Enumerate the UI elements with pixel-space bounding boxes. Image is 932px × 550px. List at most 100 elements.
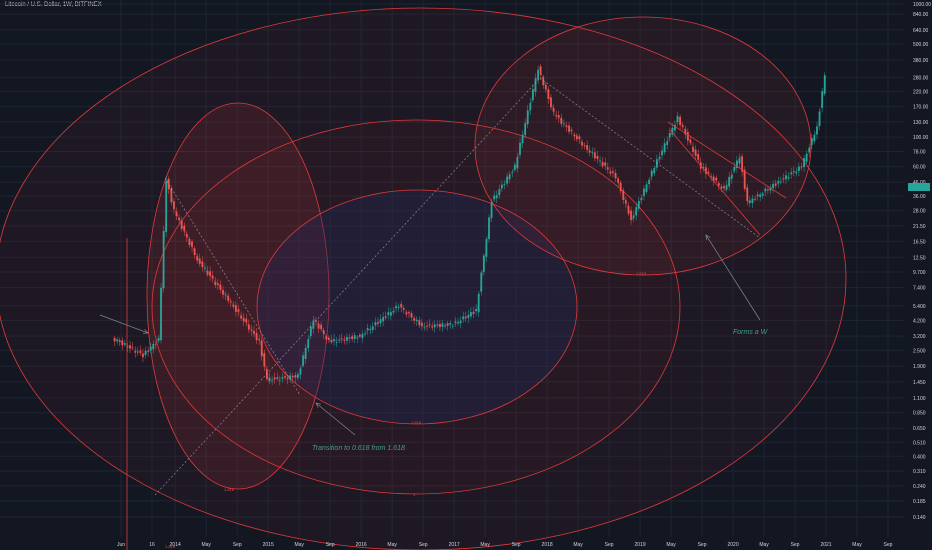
candle-body [304, 348, 307, 360]
arrow-head [705, 234, 711, 241]
candle-body [477, 294, 480, 313]
candle-body [666, 141, 669, 145]
candle-body [449, 322, 452, 325]
candle-body [508, 174, 511, 180]
candle-body [271, 380, 273, 382]
x-tick-label: 16 [149, 542, 155, 548]
candle-body [289, 375, 292, 380]
candle-body [653, 167, 656, 174]
y-tick-label: 9.700 [913, 270, 926, 276]
trend-line [669, 129, 761, 236]
y-tick-label: 2.500 [913, 348, 926, 354]
candle-body [371, 326, 374, 330]
price-path [113, 67, 827, 381]
fib-label: 1.618 [636, 271, 647, 276]
candle-body [619, 182, 622, 192]
candle-body [144, 350, 147, 355]
candle-body [596, 156, 599, 159]
y-tick-label: 36.00 [913, 194, 926, 200]
candle-body [790, 172, 793, 174]
y-tick-label: 1.900 [913, 364, 926, 370]
candle-body [281, 377, 284, 379]
candle-body [513, 164, 516, 170]
candle-body [165, 180, 168, 233]
candle-body [170, 188, 173, 203]
candle-body [782, 178, 785, 180]
candle-body [702, 167, 705, 169]
candle-body [139, 350, 142, 353]
candle-body [748, 200, 751, 204]
candle-body [565, 125, 568, 127]
candle-body [284, 376, 286, 378]
candle-body [358, 334, 361, 337]
annotation-text: Forms a W [733, 329, 769, 336]
candle-body [529, 102, 532, 111]
candle-body [813, 134, 816, 142]
y-tick-label: 0.400 [913, 454, 926, 460]
candle-body [805, 153, 808, 162]
candle-body [196, 256, 199, 261]
candle-body [309, 326, 312, 337]
candle-body [312, 320, 315, 329]
candle-body [346, 336, 348, 341]
candle-body [537, 69, 539, 80]
candle-body [348, 337, 351, 339]
y-tick-label: 640.00 [913, 28, 929, 34]
fib-label: 1.618 [224, 487, 235, 492]
candle-body [723, 186, 725, 189]
candle-body [686, 131, 689, 141]
y-tick-label: 78.00 [913, 149, 926, 155]
candle-body [299, 368, 302, 375]
candle-body [774, 183, 777, 186]
candle-body [185, 234, 188, 238]
candle-body [142, 353, 144, 358]
candle-body [738, 158, 741, 164]
candle-body [532, 89, 534, 101]
y-tick-label: 0.140 [913, 515, 926, 521]
candle-body [635, 207, 638, 216]
candle-body [743, 169, 746, 189]
candle-body [808, 147, 811, 153]
candle-body [720, 186, 723, 189]
x-tick-label: Sep [884, 542, 893, 548]
candle-body [397, 307, 400, 309]
candle-body [366, 328, 369, 331]
candle-body [544, 84, 547, 90]
candle-body [511, 171, 514, 173]
x-tick-label: Sep [419, 542, 428, 548]
candle-body [586, 144, 589, 150]
candle-body [154, 343, 157, 345]
candle-body [201, 261, 204, 268]
trend-line-dotted [539, 77, 761, 239]
candle-body [433, 324, 436, 328]
candle-body [606, 167, 609, 170]
candle-body [260, 340, 263, 357]
candle-body [821, 91, 824, 108]
candle-body [405, 312, 408, 315]
candle-body [183, 225, 186, 232]
candle-body [451, 326, 454, 328]
candle-body [599, 160, 601, 162]
candle-body [149, 346, 152, 351]
x-tick-label: 2017 [449, 542, 460, 548]
candle-body [823, 75, 826, 94]
candle-body [493, 195, 496, 200]
candle-body [539, 66, 542, 75]
candle-body [800, 166, 803, 168]
candle-body [229, 300, 232, 302]
candle-body [560, 117, 563, 124]
candle-body [810, 137, 813, 145]
y-tick-label: 100.00 [913, 135, 929, 141]
y-tick-label: 7.400 [913, 286, 926, 292]
candle-body [547, 89, 550, 99]
candle-body [705, 167, 707, 174]
y-tick-label: 60.00 [913, 165, 926, 171]
arrow [315, 402, 356, 436]
y-tick-label: 500.00 [913, 42, 929, 48]
candle-body [671, 127, 674, 135]
candle-body [630, 210, 632, 221]
y-tick-label: 5.400 [913, 304, 926, 310]
candle-body [206, 270, 209, 275]
arrow [99, 314, 149, 334]
